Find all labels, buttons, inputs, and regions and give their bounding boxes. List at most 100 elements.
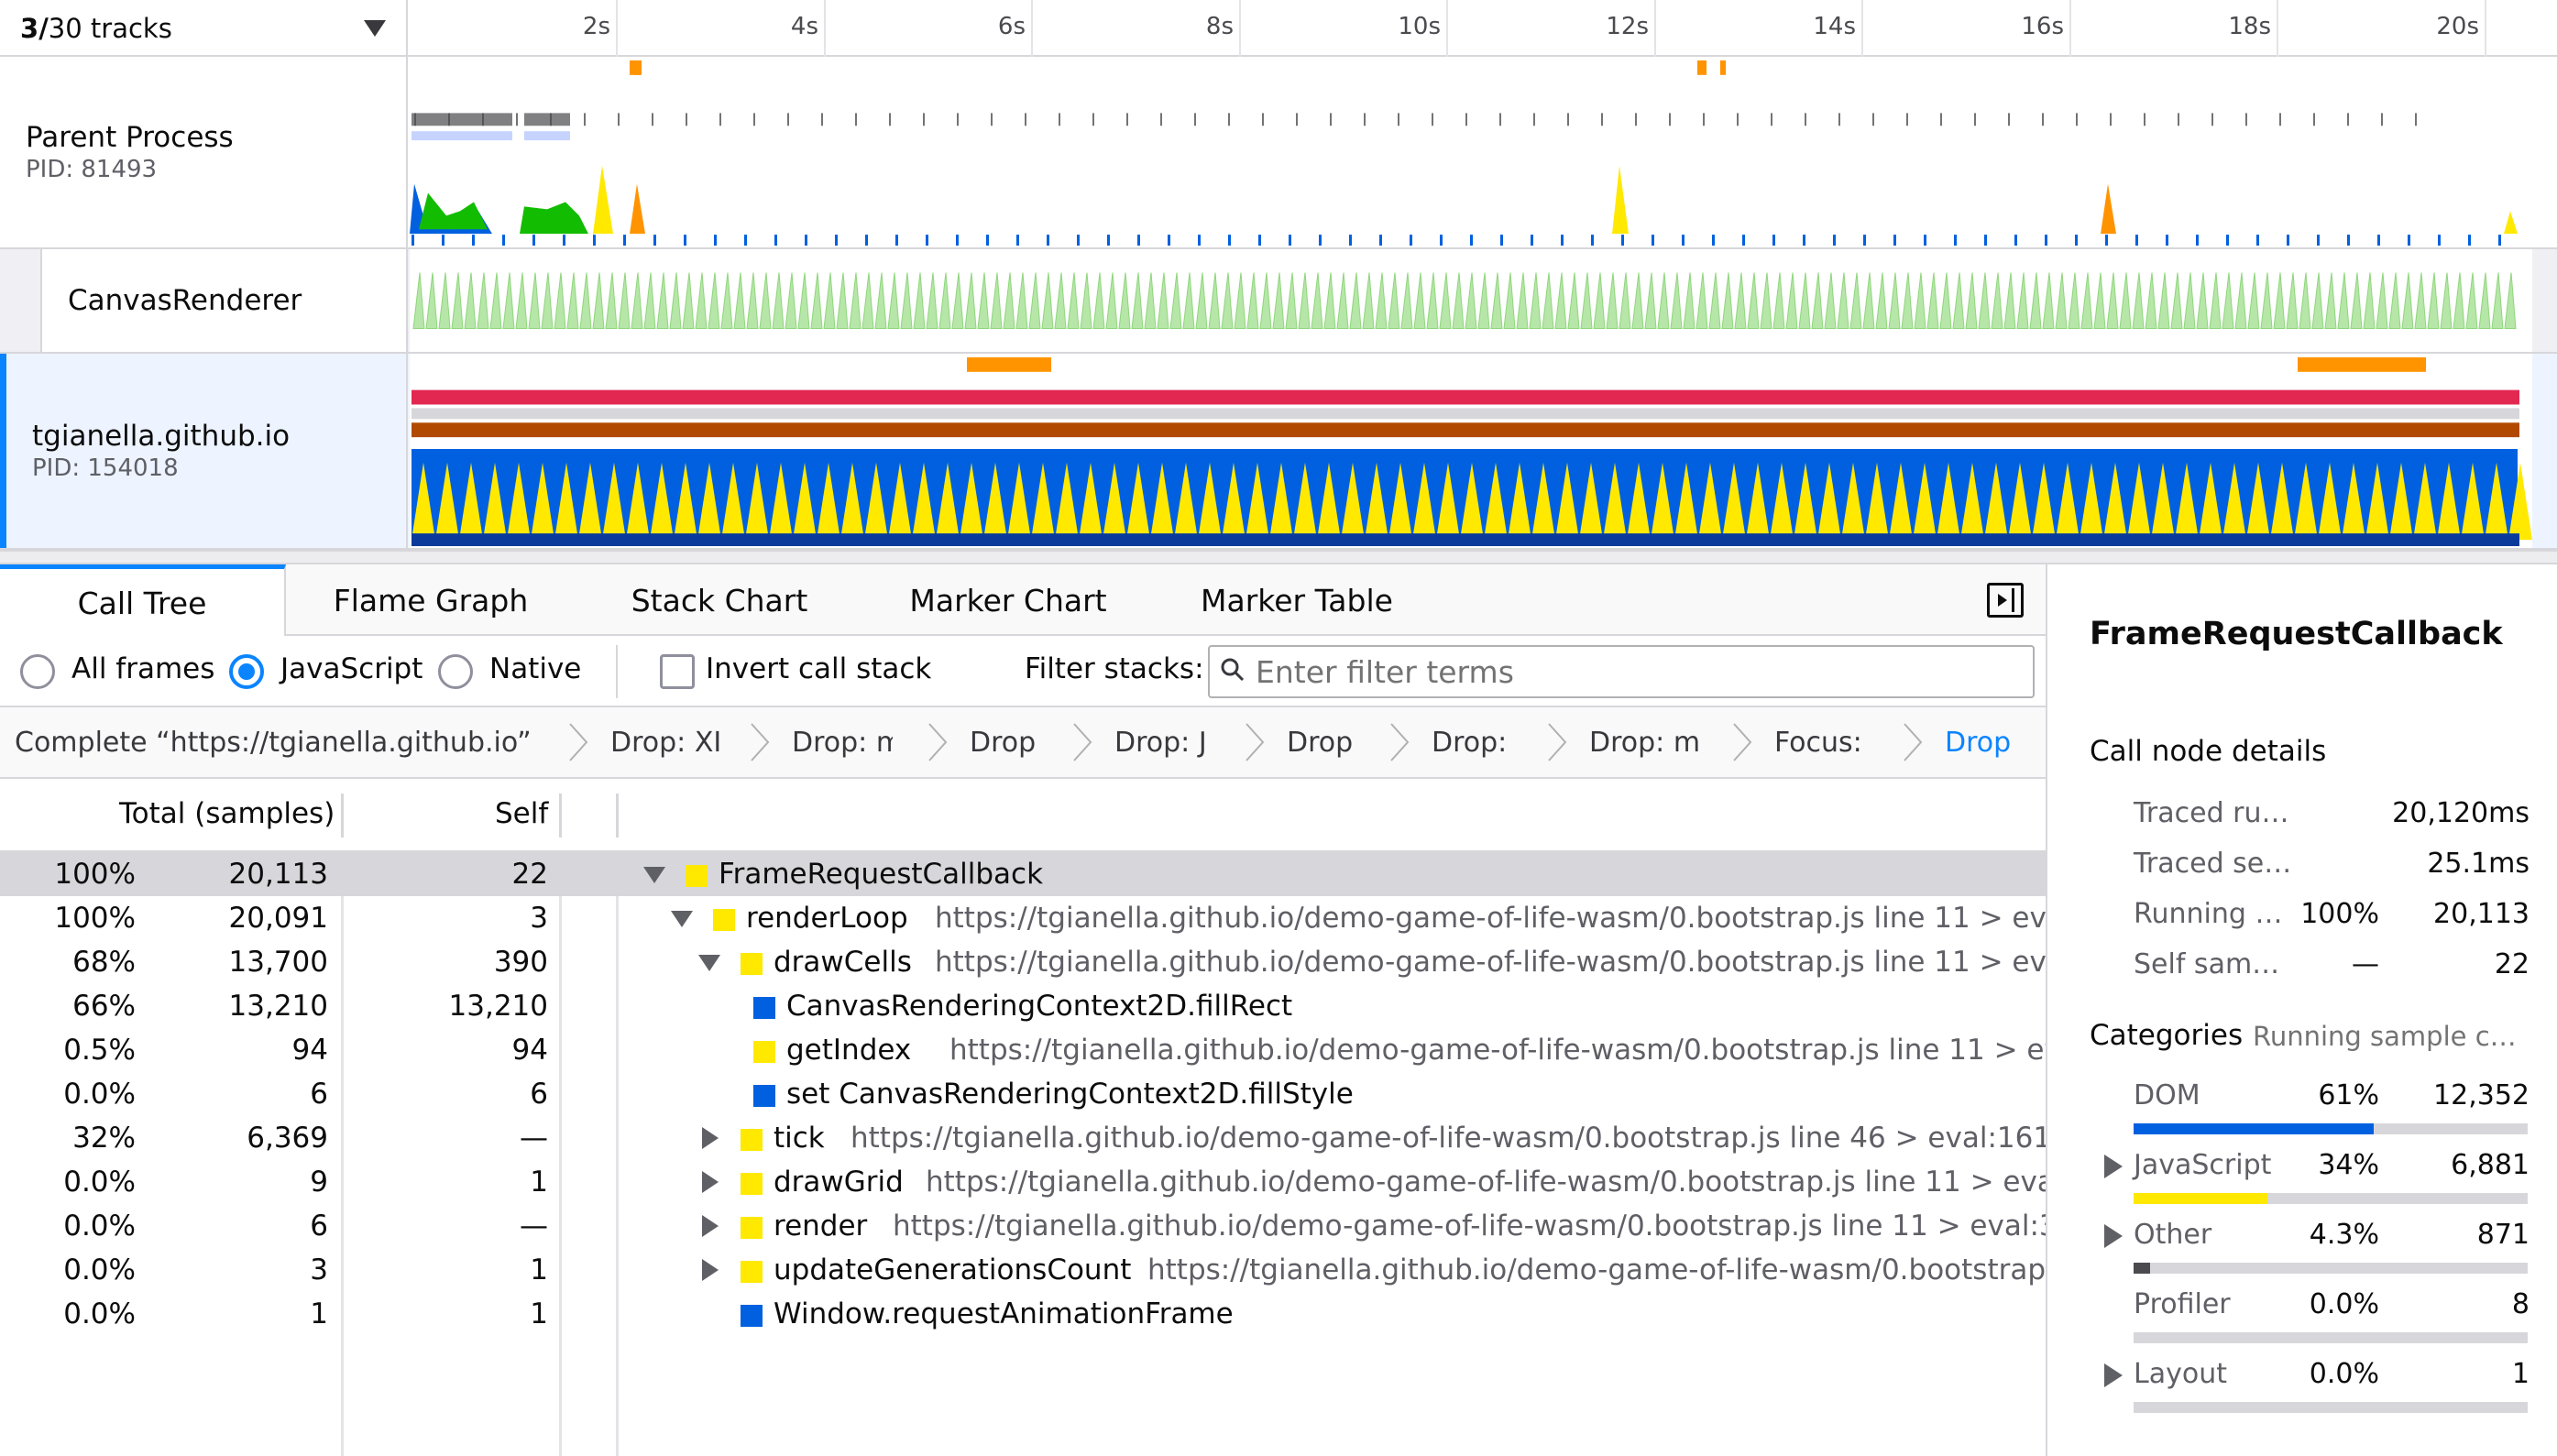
breadcrumb-item[interactable]: Drop: XI (610, 726, 720, 759)
track-label[interactable]: Parent Process PID: 81493 (0, 57, 408, 247)
category-count: 6,881 (2451, 1149, 2530, 1181)
call-tree-row[interactable]: 0.0% 3 1 updateGenerationsCount https://tgia… (0, 1248, 2046, 1292)
breadcrumb-item[interactable]: Drop (1945, 726, 2012, 759)
panel-splitter[interactable] (0, 550, 2557, 564)
detail-value: 20,113 (2433, 898, 2530, 930)
expanded-triangle-icon[interactable] (698, 955, 720, 971)
tab-marker-table[interactable]: Marker Table (1201, 582, 1393, 619)
track-count-button[interactable]: 3 / 30 tracks (0, 0, 408, 57)
time-tick: 2s (583, 0, 618, 57)
row-total: 1 (310, 1297, 328, 1330)
category-bar (2134, 1332, 2528, 1343)
call-tree-sidebar: FrameRequestCallback Call node details T… (2046, 564, 2557, 1456)
expand-category-triangle-icon[interactable] (2104, 1155, 2123, 1178)
row-percentage: 32% (72, 1122, 136, 1155)
call-tree-row[interactable]: 100% 20,113 22 FrameRequestCallback (0, 852, 2046, 896)
breadcrumb-item[interactable]: Drop (970, 726, 1037, 759)
tab-marker-chart[interactable]: Marker Chart (909, 582, 1107, 619)
canvas-activity-graph[interactable] (410, 249, 2532, 352)
row-total: 13,700 (228, 946, 328, 979)
detail-value: 22 (2494, 948, 2530, 980)
column-resizer[interactable] (616, 794, 619, 837)
collapsed-triangle-icon[interactable] (702, 1259, 719, 1281)
expanded-triangle-icon[interactable] (643, 867, 665, 883)
category-swatch-icon (713, 909, 735, 931)
expanded-triangle-icon[interactable] (671, 911, 693, 927)
sidebar-toggle-icon[interactable] (1987, 583, 2024, 618)
call-tree-row[interactable]: 0.0% 9 1 drawGrid https://tgianella.github.i… (0, 1160, 2046, 1204)
invert-call-stack-label[interactable]: Invert call stack (706, 652, 932, 685)
category-bar (2134, 1193, 2528, 1204)
filter-stacks-field[interactable] (1208, 645, 2035, 698)
category-swatch-icon (686, 865, 708, 887)
collapsed-triangle-icon[interactable] (702, 1171, 719, 1193)
row-self: — (520, 1122, 548, 1155)
call-tree-row[interactable]: 0.0% 6 6 set CanvasRenderingContext2D.fillS… (0, 1072, 2046, 1116)
breadcrumb-item[interactable]: Drop: m (792, 726, 893, 759)
call-tree-row[interactable]: 0.0% 6 — render https://tgianella.github.io/… (0, 1204, 2046, 1248)
track-label[interactable]: CanvasRenderer (40, 249, 408, 352)
radio-native[interactable] (438, 654, 473, 689)
radio-javascript[interactable] (229, 654, 264, 689)
call-tree-row[interactable]: 0.0% 1 1 Window.requestAnimationFrame (0, 1292, 2046, 1336)
row-total: 20,113 (228, 858, 328, 891)
category-percentage: 34% (2318, 1149, 2379, 1181)
category-swatch-icon (741, 1217, 763, 1239)
breadcrumb-chevron-icon (1548, 723, 1567, 761)
row-self: 1 (530, 1297, 548, 1330)
time-tick-label: 20s (2436, 13, 2479, 40)
time-tick-label: 12s (1606, 13, 1649, 40)
expand-category-triangle-icon[interactable] (2104, 1224, 2123, 1248)
filter-stacks-label: Filter stacks: (1025, 652, 1204, 685)
breadcrumb-item[interactable]: Drop: J (1114, 726, 1207, 759)
native-label[interactable]: Native (489, 652, 582, 685)
expand-category-triangle-icon[interactable] (2104, 1363, 2123, 1387)
filter-stacks-input[interactable] (1256, 651, 2025, 693)
track-parent-process[interactable]: Parent Process PID: 81493 (0, 57, 2557, 249)
breadcrumb-item[interactable]: Focus: (1774, 726, 1862, 759)
radio-all-frames[interactable] (20, 654, 55, 689)
row-percentage: 0.0% (63, 1253, 136, 1286)
time-tick-label: 16s (2021, 13, 2064, 40)
category-swatch-icon (741, 1261, 763, 1283)
category-percentage: 0.0% (2309, 1288, 2379, 1320)
call-tree-row[interactable]: 100% 20,091 3 renderLoop https://tgianella.g… (0, 896, 2046, 940)
tgianella-activity-graph[interactable] (410, 354, 2532, 548)
collapsed-triangle-icon[interactable] (702, 1215, 719, 1237)
breadcrumb-item[interactable]: Complete “https://tgianella.github.io” (15, 726, 532, 759)
parent-activity-graph[interactable] (410, 57, 2532, 247)
breadcrumb-chevron-icon (1733, 723, 1752, 761)
function-origin: https://tgianella.github.io/demo-game-of… (935, 902, 2046, 935)
breadcrumb-item[interactable]: Drop: m (1589, 726, 1701, 759)
breadcrumb-item[interactable]: Drop (1287, 726, 1354, 759)
track-canvas-renderer[interactable]: CanvasRenderer (0, 249, 2557, 354)
time-tick: 12s (1606, 0, 1656, 57)
time-tick: 16s (2021, 0, 2071, 57)
call-tree-row[interactable]: 68% 13,700 390 drawCells https://tgianella.g… (0, 940, 2046, 984)
column-resizer[interactable] (559, 794, 562, 837)
javascript-label[interactable]: JavaScript (280, 652, 423, 685)
detail-label: Traced se… (2134, 848, 2292, 880)
category-percentage: 0.0% (2309, 1358, 2379, 1390)
column-resizer[interactable] (341, 794, 344, 837)
row-self: 1 (530, 1166, 548, 1199)
tab-call-tree[interactable]: Call Tree (0, 564, 286, 638)
call-tree[interactable]: 100% 20,113 22 FrameRequestCallback 100% 20,0… (0, 852, 2046, 1456)
all-frames-label[interactable]: All frames (71, 652, 215, 685)
collapsed-triangle-icon[interactable] (702, 1127, 719, 1149)
row-self: 94 (511, 1034, 548, 1067)
breadcrumb-item[interactable]: Drop: (1432, 726, 1508, 759)
track-label[interactable]: tgianella.github.io PID: 154018 (0, 354, 408, 548)
time-tick: 8s (1206, 0, 1241, 57)
category-count: 1 (2511, 1358, 2530, 1390)
track-tgianella[interactable]: tgianella.github.io PID: 154018 (0, 354, 2557, 550)
invert-call-stack-checkbox[interactable] (660, 654, 695, 689)
call-node-details-heading: Call node details (2090, 735, 2327, 768)
category-swatch-icon (741, 1173, 763, 1195)
tab-stack-chart[interactable]: Stack Chart (631, 582, 808, 619)
tab-flame-graph[interactable]: Flame Graph (333, 582, 529, 619)
call-tree-row[interactable]: 32% 6,369 — tick https://tgianella.github.io… (0, 1116, 2046, 1160)
track-count-separator: / (38, 13, 49, 44)
call-tree-row[interactable]: 66% 13,210 13,210 CanvasRenderingContext2D.… (0, 984, 2046, 1028)
call-tree-row[interactable]: 0.5% 94 94 getIndex https://tgianella.github… (0, 1028, 2046, 1072)
